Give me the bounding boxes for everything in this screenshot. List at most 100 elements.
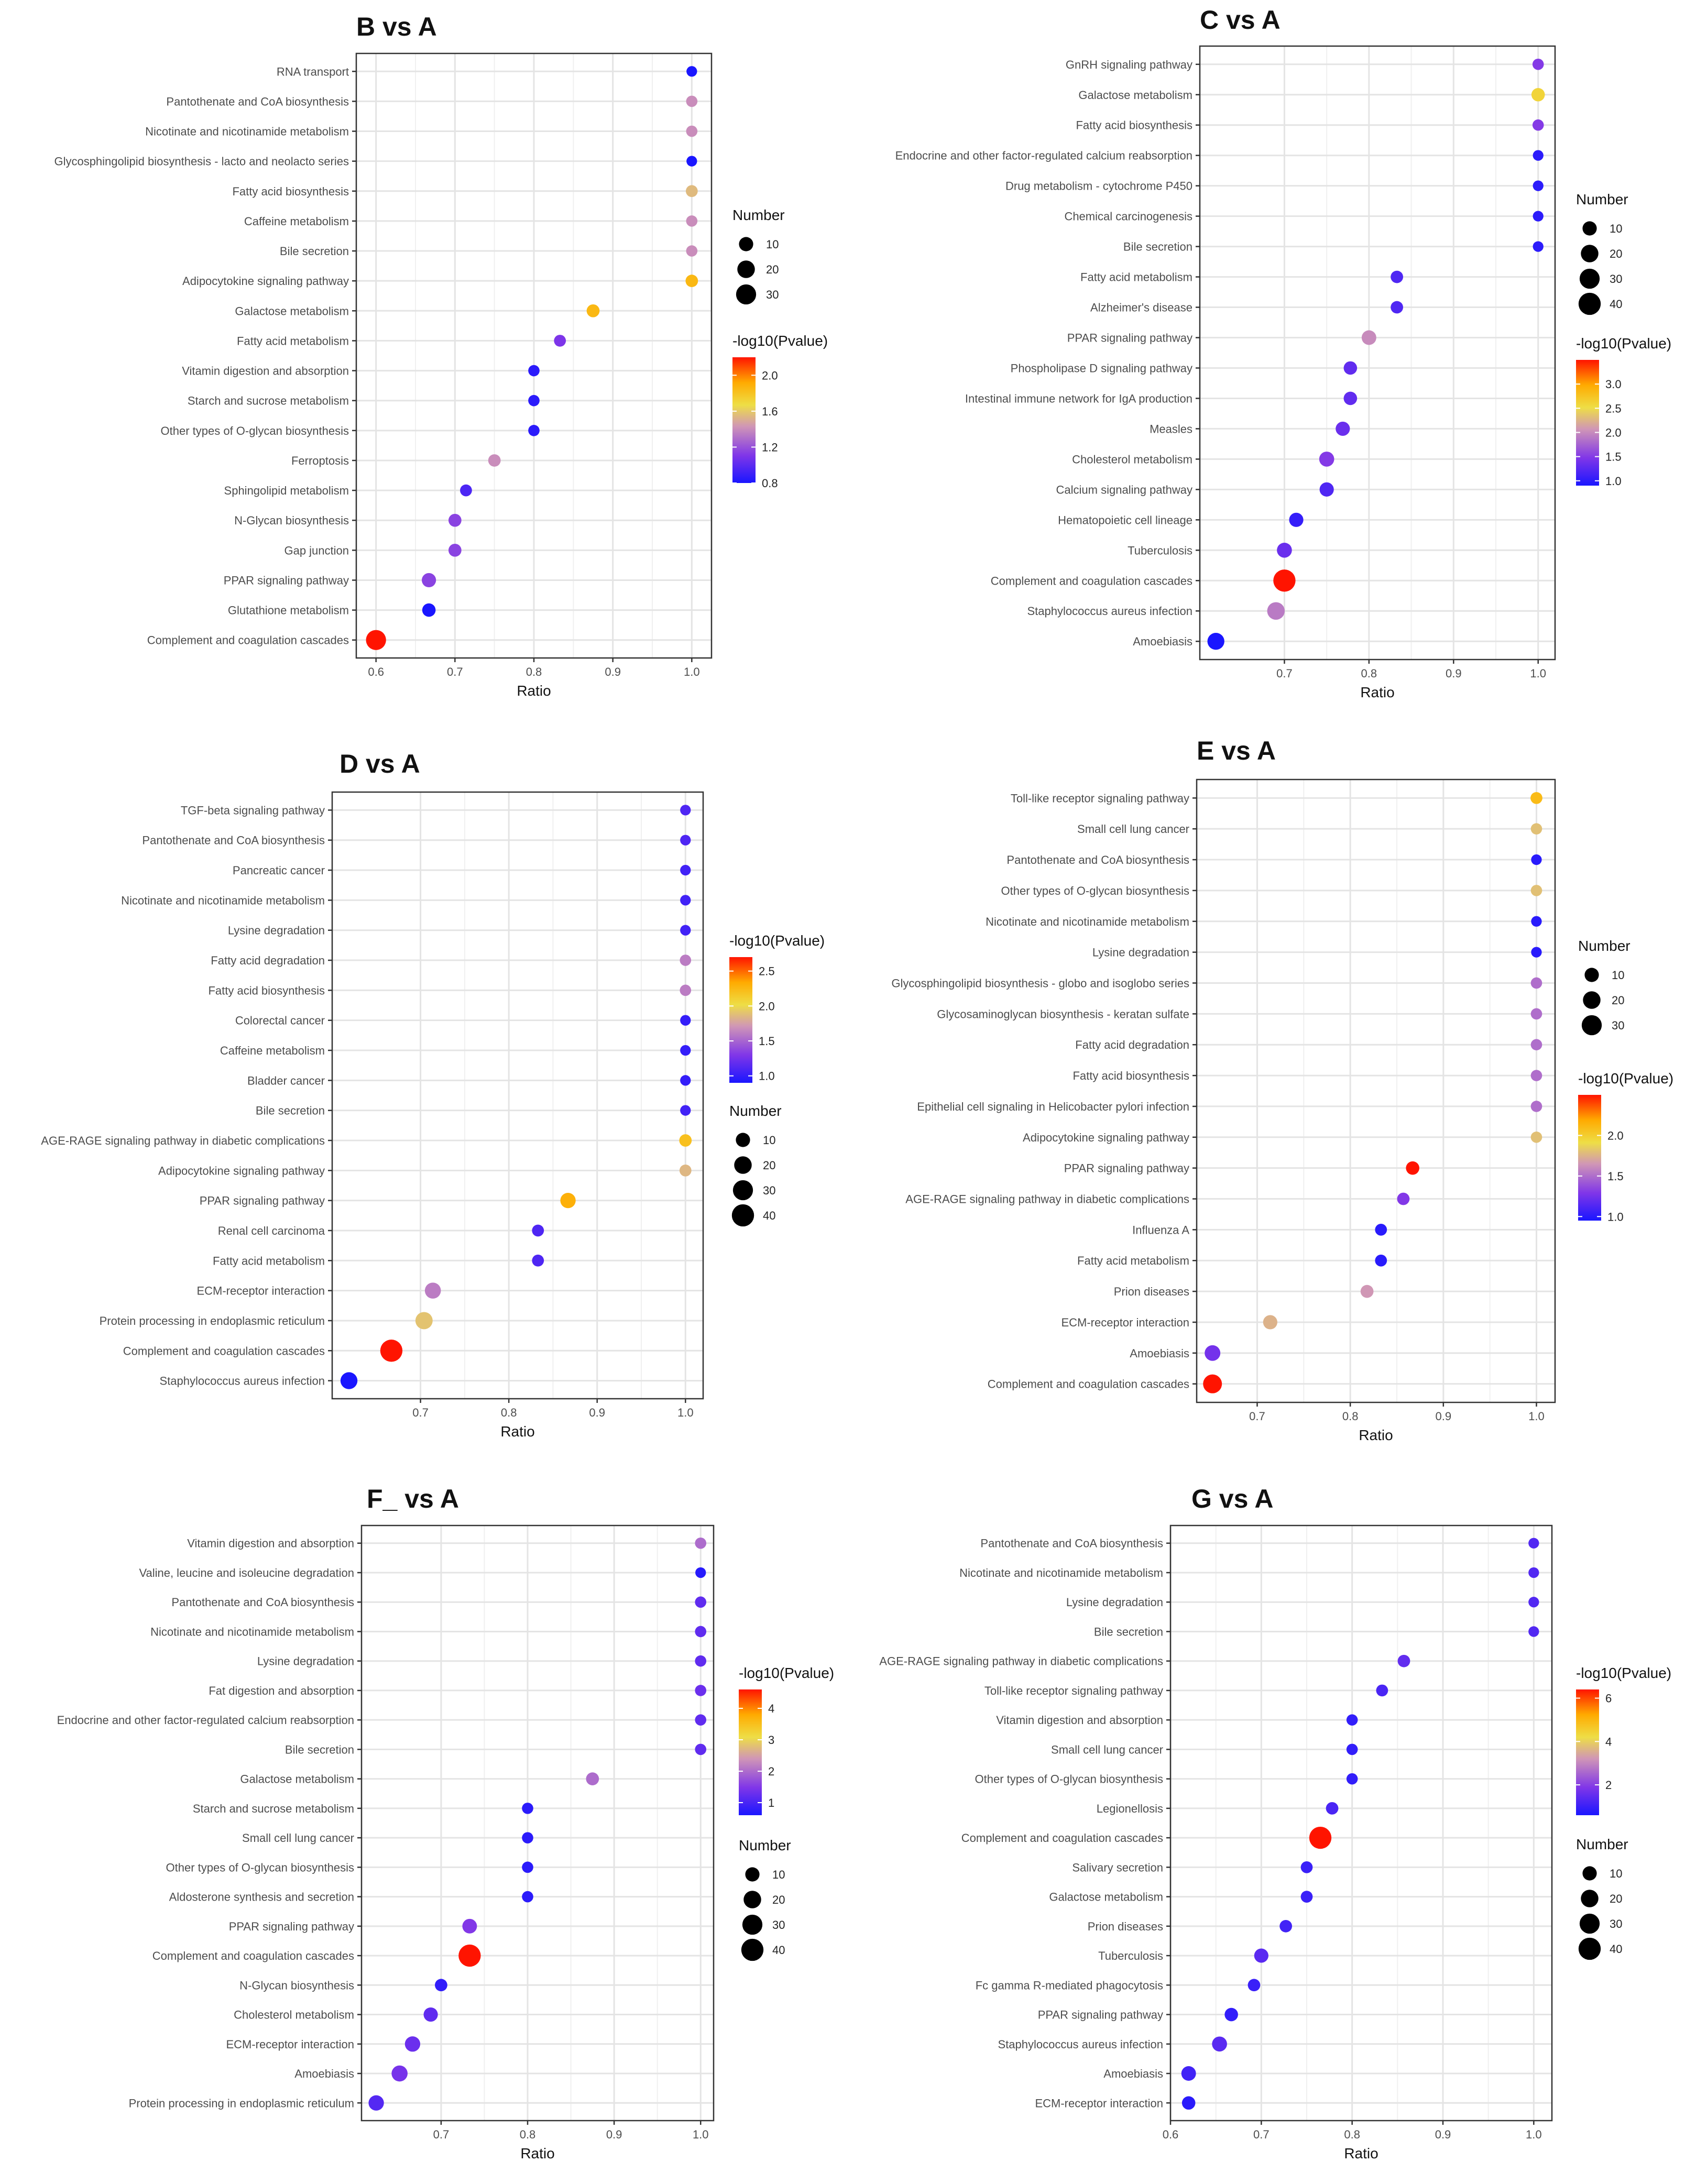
size-legend-label: 20 bbox=[1610, 247, 1622, 260]
y-tick-label: Bile secretion bbox=[1094, 1625, 1163, 1638]
color-legend-bar bbox=[729, 957, 752, 1083]
data-point bbox=[685, 185, 698, 197]
y-tick-label: PPAR signaling pathway bbox=[1038, 2009, 1163, 2022]
data-point bbox=[1375, 1224, 1387, 1236]
size-legend-title: Number bbox=[1578, 938, 1631, 954]
data-point bbox=[1530, 1131, 1542, 1143]
x-tick-label: 1.0 bbox=[1528, 1410, 1545, 1423]
y-tick-label: Bile secretion bbox=[1123, 240, 1192, 254]
size-legend-dot bbox=[1583, 991, 1601, 1009]
x-axis-title: Ratio bbox=[1360, 684, 1394, 700]
x-tick-label: 0.7 bbox=[433, 2128, 450, 2141]
data-point bbox=[1346, 1714, 1358, 1726]
data-point bbox=[528, 394, 540, 407]
plot-area bbox=[1197, 780, 1555, 1402]
size-legend-label: 40 bbox=[763, 1209, 775, 1222]
color-legend-title: -log10(Pvalue) bbox=[1576, 335, 1671, 352]
color-legend-label: 1.5 bbox=[759, 1035, 775, 1048]
y-tick-label: PPAR signaling pathway bbox=[224, 574, 349, 587]
y-tick-label: Galactose metabolism bbox=[240, 1773, 354, 1786]
y-tick-label: Amoebiasis bbox=[294, 2067, 354, 2080]
color-legend-bar bbox=[739, 1689, 762, 1815]
data-point bbox=[1336, 421, 1350, 436]
data-point bbox=[686, 245, 698, 257]
data-point bbox=[458, 1944, 481, 1967]
size-legend: Number 10 20 30 bbox=[732, 207, 785, 305]
x-tick-label: 0.9 bbox=[605, 665, 621, 678]
y-tick-label: Pantothenate and CoA biosynthesis bbox=[980, 1537, 1163, 1550]
y-tick-label: Fatty acid metabolism bbox=[1077, 1254, 1189, 1267]
data-point bbox=[404, 2036, 421, 2052]
data-point bbox=[1343, 391, 1358, 405]
data-point bbox=[586, 1772, 599, 1785]
y-tick-label: Pantothenate and CoA biosynthesis bbox=[1006, 853, 1189, 866]
y-tick-label: Other types of O-glycan biosynthesis bbox=[975, 1773, 1164, 1786]
y-tick-label: GnRH signaling pathway bbox=[1066, 58, 1192, 71]
y-tick-label: Nicotinate and nicotinamide metabolism bbox=[121, 894, 325, 907]
y-tick-label: Pancreatic cancer bbox=[233, 864, 325, 877]
y-tick-label: Pantothenate and CoA biosynthesis bbox=[142, 834, 325, 847]
y-tick-label: Small cell lung cancer bbox=[1051, 1743, 1163, 1756]
y-tick-label: Galactose metabolism bbox=[1049, 1891, 1163, 1904]
y-tick-label: Nicotinate and nicotinamide metabolism bbox=[150, 1625, 354, 1638]
size-legend-label: 10 bbox=[766, 238, 779, 251]
x-tick-label: 1.0 bbox=[684, 665, 700, 678]
data-point bbox=[1530, 977, 1542, 989]
y-tick-label: Toll-like receptor signaling pathway bbox=[984, 1684, 1163, 1697]
data-point bbox=[532, 1254, 544, 1267]
data-point bbox=[1533, 150, 1544, 161]
y-tick-label: Sphingolipid metabolism bbox=[224, 484, 349, 497]
data-point bbox=[366, 630, 386, 650]
size-legend-dot bbox=[1578, 1937, 1601, 1960]
plot-border bbox=[1169, 1524, 1553, 2122]
y-tick-label: Protein processing in endoplasmic reticu… bbox=[129, 2097, 354, 2110]
y-tick-label: Caffeine metabolism bbox=[220, 1044, 325, 1057]
y-tick-label: Glycosphingolipid biosynthesis - lacto a… bbox=[54, 155, 349, 168]
data-point bbox=[1533, 180, 1544, 191]
data-point bbox=[680, 1075, 691, 1086]
data-point bbox=[1289, 512, 1304, 527]
y-tick-label: Complement and coagulation cascades bbox=[152, 1949, 354, 1962]
data-point bbox=[695, 1685, 707, 1696]
data-point bbox=[1528, 1538, 1539, 1549]
y-tick-label: Endocrine and other factor-regulated cal… bbox=[57, 1714, 354, 1727]
size-legend: Number 10 20 30 40 bbox=[1576, 191, 1628, 315]
x-tick-label: 0.9 bbox=[1446, 667, 1462, 680]
y-tick-label: RNA transport bbox=[277, 65, 349, 78]
size-legend-dot bbox=[737, 260, 755, 278]
x-tick-label: 0.7 bbox=[412, 1406, 429, 1419]
color-legend-label: 1.5 bbox=[1607, 1170, 1624, 1183]
y-tick-label: Caffeine metabolism bbox=[244, 215, 349, 228]
chart-panel-5: F_ vs A Vitamin digestion and absorption V… bbox=[57, 1484, 835, 2161]
data-point bbox=[1532, 58, 1544, 70]
y-tick-label: Complement and coagulation cascades bbox=[123, 1344, 325, 1357]
y-tick-label: Amoebiasis bbox=[1130, 1347, 1189, 1360]
data-point bbox=[528, 425, 540, 436]
data-point bbox=[1319, 482, 1334, 497]
color-legend-label: 2.5 bbox=[1605, 402, 1622, 415]
y-tick-label: Staphylococcus aureus infection bbox=[159, 1375, 325, 1388]
y-tick-label: Alzheimer's disease bbox=[1090, 301, 1192, 314]
size-legend-label: 20 bbox=[1610, 1892, 1622, 1905]
size-legend-label: 30 bbox=[763, 1184, 775, 1197]
data-point bbox=[680, 835, 691, 846]
y-tick-label: Tuberculosis bbox=[1128, 544, 1192, 557]
size-legend-dot bbox=[1581, 245, 1599, 262]
y-tick-label: Measles bbox=[1150, 422, 1192, 435]
data-point bbox=[1361, 330, 1376, 345]
y-tick-label: Lysine degradation bbox=[1092, 946, 1189, 959]
data-point bbox=[1530, 885, 1542, 896]
color-legend: -log10(Pvalue) 2 4 6 bbox=[1576, 1665, 1671, 1815]
chart-panel-1: B vs A RNA transport Pantothenate and CoA … bbox=[54, 12, 828, 699]
y-tick-label: Ferroptosis bbox=[291, 454, 349, 467]
data-point bbox=[423, 2007, 438, 2022]
y-tick-label: AGE-RAGE signaling pathway in diabetic c… bbox=[41, 1134, 325, 1147]
data-point bbox=[460, 484, 472, 497]
data-point bbox=[695, 1537, 707, 1549]
data-point bbox=[448, 543, 462, 557]
y-tick-label: Hematopoietic cell lineage bbox=[1058, 513, 1192, 526]
x-tick-label: 1.0 bbox=[677, 1406, 694, 1419]
data-point bbox=[1397, 1192, 1410, 1205]
data-point bbox=[680, 864, 691, 876]
y-tick-label: Influenza A bbox=[1132, 1223, 1189, 1236]
